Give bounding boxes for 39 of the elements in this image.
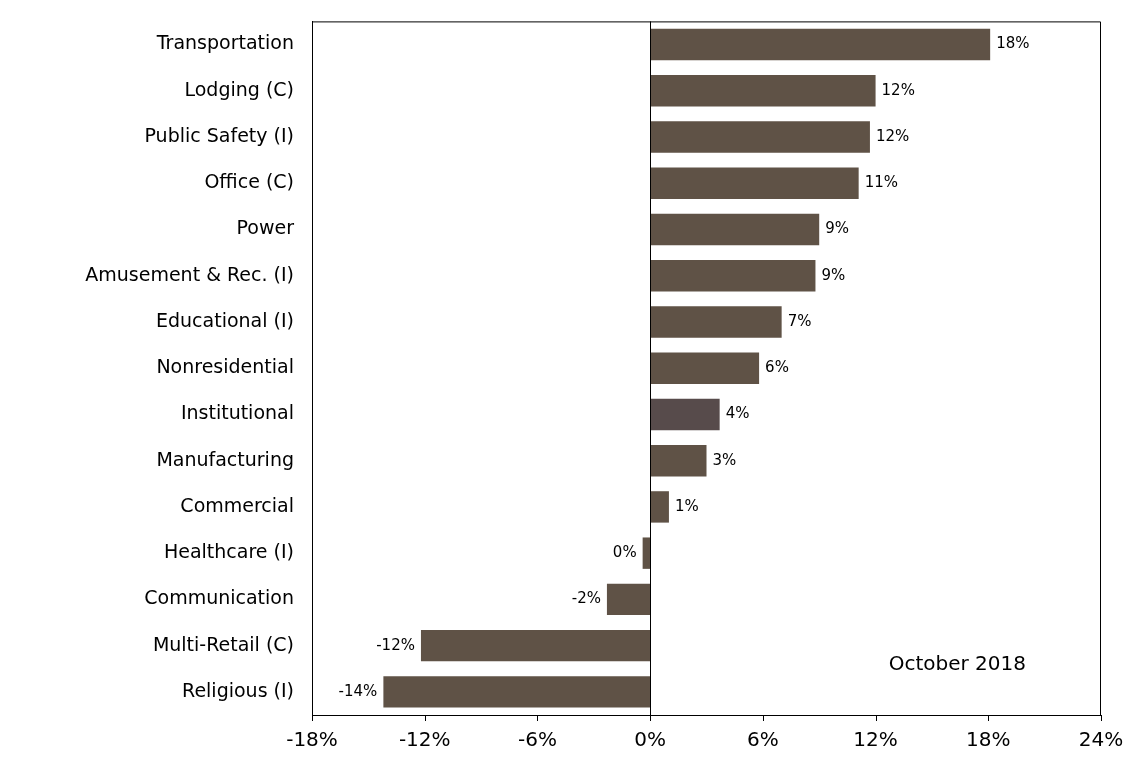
data-label: -12% xyxy=(376,635,415,654)
x-tick-label: 18% xyxy=(966,727,1011,752)
x-tick-label: -6% xyxy=(517,727,557,752)
data-label: 9% xyxy=(825,219,850,238)
y-tick-label: Institutional xyxy=(180,401,294,424)
y-tick-label: Office (C) xyxy=(204,170,294,193)
data-label: 11% xyxy=(864,173,899,192)
annotation: October 2018 xyxy=(888,651,1026,676)
y-tick-label: Nonresidential xyxy=(156,355,294,378)
data-label: 12% xyxy=(875,126,910,145)
y-tick-label: Amusement & Rec. (I) xyxy=(85,262,294,285)
y-tick-label: Public Safety (I) xyxy=(144,123,294,146)
x-tick-label: 6% xyxy=(746,727,779,752)
y-tick-label: Educational (I) xyxy=(156,308,294,331)
y-tick-label: Communication xyxy=(144,586,294,609)
data-label: 0% xyxy=(612,543,637,562)
data-label: 9% xyxy=(821,265,846,284)
data-label: 18% xyxy=(996,34,1030,53)
y-tick-label: Lodging (C) xyxy=(184,77,294,100)
x-tick-label: -18% xyxy=(286,727,338,752)
data-label: 4% xyxy=(725,404,750,423)
y-tick-label: Multi-Retail (C) xyxy=(152,632,294,655)
y-tick-label: Manufacturing xyxy=(156,447,294,470)
data-label: 6% xyxy=(765,358,789,377)
data-label: 1% xyxy=(674,496,699,515)
x-tick-label: 24% xyxy=(1078,727,1124,752)
data-label: 7% xyxy=(787,311,812,330)
y-tick-label: Commercial xyxy=(180,493,294,516)
x-tick-label: 0% xyxy=(634,727,667,752)
y-tick-label: Religious (I) xyxy=(182,678,294,701)
x-tick-label: 12% xyxy=(853,727,898,752)
data-label: -2% xyxy=(571,589,601,608)
data-label: 3% xyxy=(712,450,737,469)
data-label: -14% xyxy=(338,681,378,700)
x-tick-label: -12% xyxy=(398,727,451,752)
y-tick-label: Healthcare (I) xyxy=(163,540,294,563)
y-tick-label: Transportation xyxy=(155,31,294,54)
data-label: 12% xyxy=(881,80,915,99)
y-tick-label: Power xyxy=(236,216,295,239)
